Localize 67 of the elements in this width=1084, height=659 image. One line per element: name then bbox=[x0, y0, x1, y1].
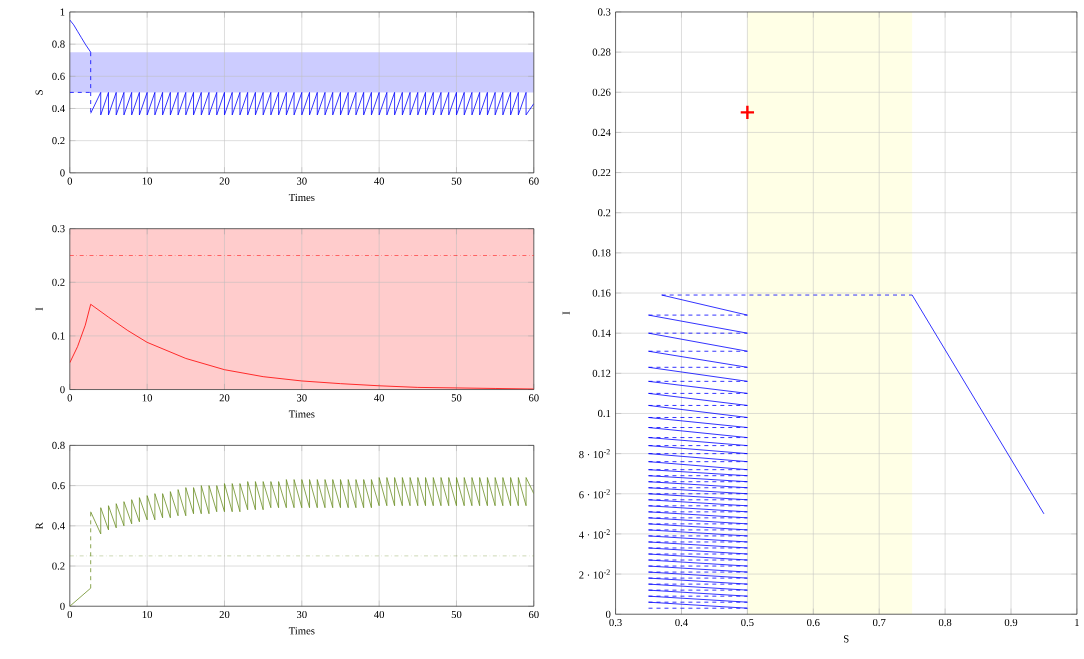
x-tick-label: 60 bbox=[528, 177, 539, 185]
y-tick-label: 6 · 10$^{-2}$ bbox=[579, 489, 610, 499]
x-tick-label: 60 bbox=[528, 610, 539, 619]
y-tick-label: 2 · 10$^{-2}$ bbox=[579, 569, 610, 579]
x-tick-label: 0.7 bbox=[872, 618, 886, 627]
y-tick-label: 0.2 bbox=[52, 137, 65, 145]
x-tick-label: 50 bbox=[451, 177, 462, 185]
x-tick-label: 0 bbox=[67, 610, 73, 619]
y-tick-label: 0 bbox=[60, 169, 65, 177]
y-tick-label: 0.1 bbox=[597, 409, 611, 418]
y-axis-title: I bbox=[35, 307, 43, 311]
y-tick-label: 0.2 bbox=[52, 562, 65, 570]
y-tick-label: 0 bbox=[60, 602, 65, 610]
y-tick-label: 4 · 10$^{-2}$ bbox=[578, 529, 610, 539]
y-axis-title: S bbox=[35, 90, 43, 95]
y-tick-label: 0.12 bbox=[592, 369, 611, 377]
x-tick-label: 0 bbox=[67, 177, 73, 185]
y-tick-label: 0.6 bbox=[52, 72, 65, 80]
y-tick-label: 0.8 bbox=[52, 40, 65, 48]
x-tick-label: 60 bbox=[528, 394, 539, 402]
x-tick-label: 1 bbox=[1075, 618, 1079, 626]
x-tick-label: 30 bbox=[296, 610, 307, 619]
x-tick-label: 0.4 bbox=[675, 618, 688, 627]
y-tick-label: 0.18 bbox=[592, 249, 611, 257]
y-axis-title: R bbox=[35, 522, 43, 530]
y-axis-title: I bbox=[562, 311, 570, 315]
x-tick-label: 40 bbox=[374, 610, 385, 619]
x-tick-label: 0.8 bbox=[938, 618, 952, 627]
y-tick-label: 0.3 bbox=[597, 8, 611, 16]
x-tick-label: 40 bbox=[374, 394, 385, 402]
x-tick-label: 0.3 bbox=[609, 618, 622, 627]
y-tick-label: 0.28 bbox=[592, 48, 611, 56]
y-tick-label: 0.1 bbox=[52, 332, 65, 340]
x-tick-label: 10 bbox=[142, 177, 153, 185]
y-tick-label: 0.22 bbox=[592, 168, 611, 177]
x-axis-title: Times bbox=[288, 410, 315, 418]
y-tick-label: 0.8 bbox=[52, 441, 65, 449]
x-tick-label: 10 bbox=[142, 610, 153, 619]
x-tick-label: 0.9 bbox=[1004, 618, 1018, 627]
y-tick-label: 8 · 10$^{-2}$ bbox=[579, 449, 610, 459]
x-tick-label: 0 bbox=[67, 394, 73, 402]
x-tick-label: 30 bbox=[296, 394, 307, 402]
x-axis-title: Times bbox=[288, 193, 315, 201]
y-tick-label: 0 bbox=[60, 385, 65, 394]
y-tick-label: 0.24 bbox=[592, 128, 611, 136]
y-tick-label: 0.3 bbox=[52, 225, 65, 233]
y-tick-label: 0.4 bbox=[52, 104, 65, 113]
x-tick-label: 20 bbox=[219, 177, 230, 185]
x-tick-label: 20 bbox=[219, 610, 230, 619]
x-tick-label: 50 bbox=[451, 394, 462, 402]
x-tick-label: 20 bbox=[219, 394, 230, 402]
x-tick-label: 40 bbox=[374, 177, 385, 185]
x-tick-label: 50 bbox=[451, 610, 462, 619]
y-tick-label: 0.14 bbox=[592, 329, 611, 337]
y-tick-label: 0.4 bbox=[52, 522, 65, 530]
x-axis-title: S bbox=[843, 635, 849, 643]
x-tick-label: 10 bbox=[142, 394, 153, 402]
x-tick-label: 0.6 bbox=[807, 618, 820, 627]
x-tick-label: 0.5 bbox=[741, 618, 754, 627]
y-tick-label: 1 bbox=[60, 8, 65, 16]
y-tick-label: 0.2 bbox=[597, 209, 611, 217]
x-axis-title: Times bbox=[288, 627, 315, 635]
y-tick-label: 0.6 bbox=[52, 481, 65, 490]
y-tick-label: 0.16 bbox=[592, 289, 611, 297]
x-tick-label: 30 bbox=[296, 177, 307, 185]
y-tick-label: 0.2 bbox=[52, 278, 65, 286]
y-tick-label: 0.26 bbox=[592, 88, 611, 96]
